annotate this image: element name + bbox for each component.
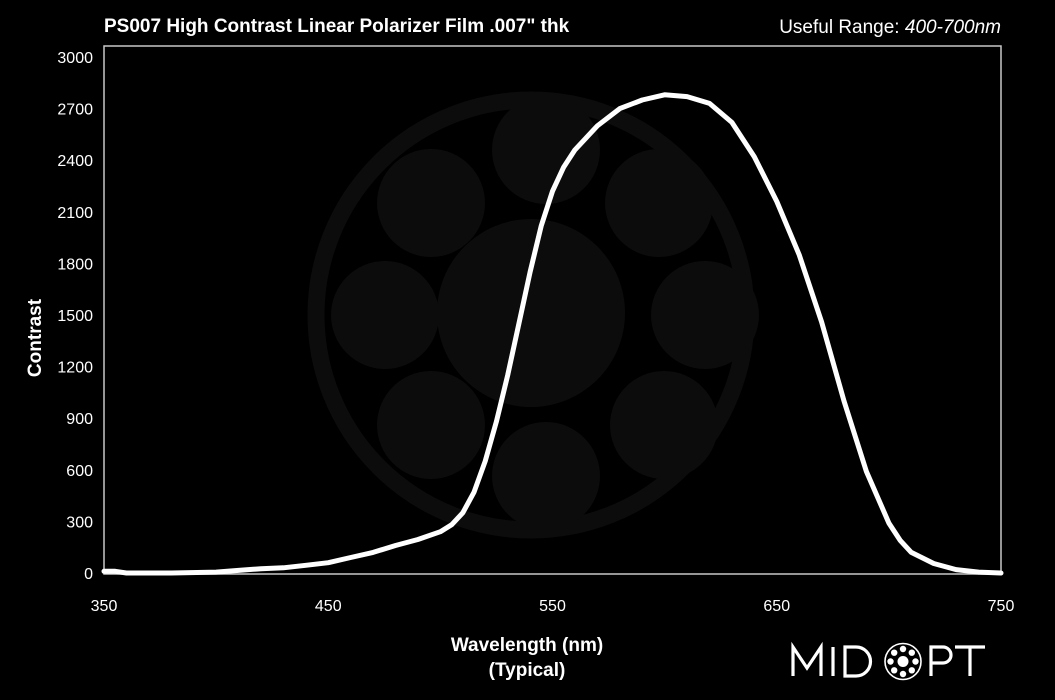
y-tick-label: 900: [66, 411, 93, 428]
y-tick-label: 0: [84, 566, 93, 583]
y-axis-ticks: 0 300 600 900 1200 1500 1800 2100 2400 2700 3000: [57, 50, 93, 583]
x-axis-label-line1: Wavelength (nm): [450, 635, 604, 656]
x-axis-ticks: 350 450 550 650 750: [91, 598, 1015, 615]
useful-range-label: Useful Range:: [779, 17, 900, 38]
x-tick-label: 750: [988, 598, 1015, 615]
y-tick-label: 3000: [57, 50, 93, 67]
midopt-logo: [791, 641, 985, 681]
useful-range-value: 400-700nm: [904, 17, 1001, 38]
useful-range: Useful Range: 400-700nm: [779, 17, 1001, 39]
y-tick-label: 2700: [57, 102, 93, 119]
y-tick-label: 1200: [57, 360, 93, 377]
x-tick-label: 650: [763, 598, 790, 615]
y-tick-label: 600: [66, 463, 93, 480]
y-tick-label: 1800: [57, 256, 93, 273]
chart-title: PS007 High Contrast Linear Polarizer Fil…: [104, 16, 570, 37]
contrast-curve: [101, 92, 1004, 576]
x-tick-label: 350: [91, 598, 118, 615]
watermark-logo: [307, 91, 759, 539]
y-axis-label: Contrast: [25, 298, 46, 378]
plot-frame: [103, 45, 1002, 575]
x-tick-label: 550: [539, 598, 566, 615]
x-tick-label: 450: [315, 598, 342, 615]
y-tick-label: 1500: [57, 308, 93, 325]
lens-wheel-icon: [884, 642, 922, 681]
y-tick-label: 2100: [57, 205, 93, 222]
y-tick-label: 2400: [57, 153, 93, 170]
y-tick-label: 300: [66, 514, 93, 531]
x-axis-label: Wavelength (nm) (Typical): [451, 633, 603, 683]
x-axis-label-line2: (Typical): [488, 660, 566, 681]
